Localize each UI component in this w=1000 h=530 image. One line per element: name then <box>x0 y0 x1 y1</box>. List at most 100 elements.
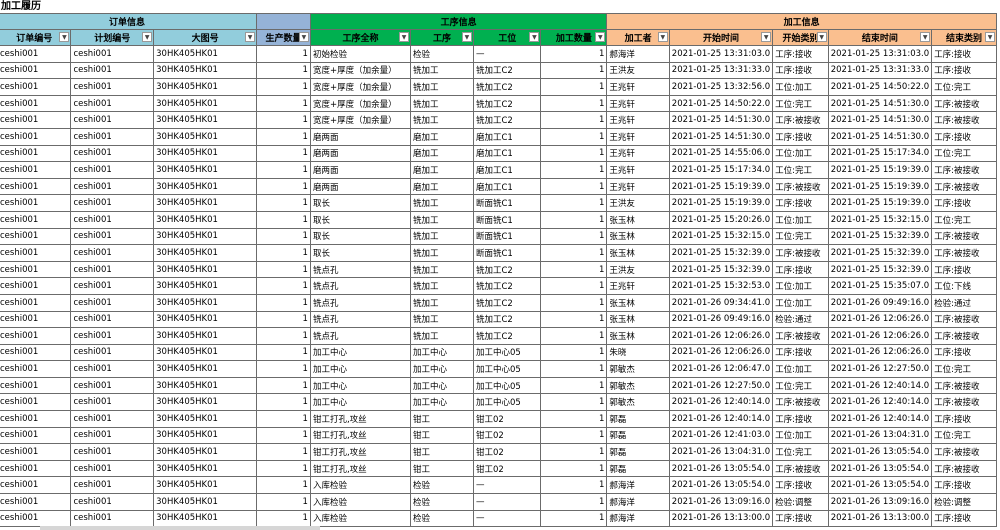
cell[interactable]: 1 <box>540 459 608 478</box>
cell[interactable]: ceshi001 <box>70 127 155 146</box>
cell[interactable]: 1 <box>540 493 608 511</box>
cell[interactable]: 铣加工 <box>410 227 474 246</box>
cell[interactable]: ceshi001 <box>0 459 72 478</box>
cell[interactable]: 2021-01-26 12:06:47.0 <box>668 360 774 378</box>
cell[interactable]: 1 <box>256 210 311 229</box>
cell[interactable]: 2021-01-25 15:17:34.0 <box>668 161 774 179</box>
cell[interactable]: 钳工 <box>410 459 474 478</box>
cell[interactable]: 2021-01-26 13:05:54.0 <box>668 459 774 478</box>
cell[interactable]: 30HK405HK01 <box>153 327 258 345</box>
cell[interactable]: ceshi001 <box>0 376 72 395</box>
cell[interactable]: 1 <box>540 327 608 345</box>
cell[interactable]: 30HK405HK01 <box>153 459 258 478</box>
cell[interactable]: 工序:接收 <box>931 127 997 146</box>
cell[interactable]: ceshi001 <box>70 476 155 495</box>
cell[interactable]: 铣加工 <box>410 310 474 329</box>
cell[interactable]: 2021-01-26 13:05:54.0 <box>827 443 933 461</box>
cell[interactable]: 宽度+厚度（加余量） <box>309 78 412 96</box>
cell[interactable]: 工位:加工 <box>772 277 829 295</box>
cell[interactable]: 铣加工 <box>410 244 474 262</box>
cell[interactable]: 1 <box>256 45 311 63</box>
cell[interactable]: 检验:通过 <box>931 293 997 312</box>
cell[interactable]: 1 <box>540 61 608 80</box>
cell[interactable]: 1 <box>540 260 608 279</box>
cell[interactable]: 郭磊 <box>606 426 670 445</box>
cell[interactable]: 工位:完工 <box>931 426 997 445</box>
filter-dropdown-icon[interactable]: ▼ <box>298 32 309 42</box>
cell[interactable]: 检验:调整 <box>931 493 997 511</box>
cell[interactable]: 2021-01-25 15:32:15.0 <box>668 227 774 246</box>
cell[interactable]: 工序:被接收 <box>772 111 829 129</box>
cell[interactable]: 钳工打孔,攻丝 <box>309 443 412 461</box>
cell[interactable]: 工序:接收 <box>772 61 829 80</box>
cell[interactable]: — <box>472 493 542 511</box>
cell[interactable]: 铣加工C2 <box>472 310 542 329</box>
cell[interactable]: 工位:加工 <box>772 78 829 96</box>
cell[interactable]: 工序:接收 <box>931 61 997 80</box>
cell[interactable]: 1 <box>256 61 311 80</box>
cell[interactable]: 工序:接收 <box>931 476 997 495</box>
cell[interactable]: 铣加工C2 <box>472 293 542 312</box>
cell[interactable]: 工位:加工 <box>772 144 829 163</box>
cell[interactable]: 1 <box>256 94 311 113</box>
cell[interactable]: 2021-01-25 13:31:33.0 <box>827 61 933 80</box>
cell[interactable]: 工序:接收 <box>772 194 829 212</box>
cell[interactable]: 钳工打孔,攻丝 <box>309 459 412 478</box>
cell[interactable]: 工位:完工 <box>931 210 997 229</box>
cell[interactable]: 30HK405HK01 <box>153 78 258 96</box>
cell[interactable]: 工位:完工 <box>931 360 997 378</box>
cell[interactable]: ceshi001 <box>0 94 72 113</box>
cell[interactable]: ceshi001 <box>70 327 155 345</box>
cell[interactable]: 2021-01-25 14:51:30.0 <box>827 127 933 146</box>
cell[interactable]: 1 <box>540 360 608 378</box>
cell[interactable]: — <box>472 509 542 528</box>
cell[interactable]: ceshi001 <box>70 210 155 229</box>
cell[interactable]: 1 <box>256 260 311 279</box>
cell[interactable]: ceshi001 <box>70 161 155 179</box>
cell[interactable]: 铣点孔 <box>309 260 412 279</box>
cell[interactable]: 1 <box>256 310 311 329</box>
cell[interactable]: 2021-01-25 15:32:53.0 <box>668 277 774 295</box>
cell[interactable]: 30HK405HK01 <box>153 161 258 179</box>
cell[interactable]: 2021-01-25 15:19:39.0 <box>827 177 933 196</box>
cell[interactable]: 工序:被接收 <box>931 459 997 478</box>
cell[interactable]: 2021-01-25 15:20:26.0 <box>668 210 774 229</box>
cell[interactable]: 取长 <box>309 227 412 246</box>
cell[interactable]: 郭磊 <box>606 410 670 428</box>
cell[interactable]: 检验 <box>410 509 474 528</box>
cell[interactable]: ceshi001 <box>0 310 72 329</box>
cell[interactable]: 钳工打孔,攻丝 <box>309 410 412 428</box>
cell[interactable]: 2021-01-25 15:35:07.0 <box>827 277 933 295</box>
cell[interactable]: 工序:接收 <box>931 45 997 63</box>
cell[interactable]: ceshi001 <box>70 277 155 295</box>
cell[interactable]: ceshi001 <box>0 177 72 196</box>
cell[interactable]: 1 <box>540 94 608 113</box>
cell[interactable]: ceshi001 <box>0 393 72 412</box>
cell[interactable]: 2021-01-26 13:09:16.0 <box>668 493 774 511</box>
cell[interactable]: 铣加工 <box>410 61 474 80</box>
cell[interactable]: ceshi001 <box>70 493 155 511</box>
cell[interactable]: 工序:被接收 <box>772 244 829 262</box>
cell[interactable]: 1 <box>256 227 311 246</box>
cell[interactable]: 工位:完工 <box>931 144 997 163</box>
cell[interactable]: 张玉林 <box>606 293 670 312</box>
cell[interactable]: 钳工02 <box>472 426 542 445</box>
cell[interactable]: ceshi001 <box>0 410 72 428</box>
cell[interactable]: 王兆轩 <box>606 127 670 146</box>
cell[interactable]: 30HK405HK01 <box>153 376 258 395</box>
cell[interactable]: 2021-01-25 15:32:39.0 <box>827 227 933 246</box>
cell[interactable]: 磨两面 <box>309 144 412 163</box>
cell[interactable]: 30HK405HK01 <box>153 509 258 528</box>
cell[interactable]: 加工中心 <box>410 393 474 412</box>
cell[interactable]: 磨两面 <box>309 177 412 196</box>
cell[interactable]: 加工中心05 <box>472 393 542 412</box>
cell[interactable]: 1 <box>540 376 608 395</box>
cell[interactable]: 工序:接收 <box>772 343 829 362</box>
cell[interactable]: 工序:接收 <box>931 343 997 362</box>
cell[interactable]: 铣加工 <box>410 327 474 345</box>
cell[interactable]: 2021-01-25 15:32:39.0 <box>668 244 774 262</box>
cell[interactable]: 2021-01-26 12:06:26.0 <box>827 327 933 345</box>
cell[interactable]: 1 <box>256 78 311 96</box>
cell[interactable]: 2021-01-25 13:31:33.0 <box>668 61 774 80</box>
cell[interactable]: 钳工 <box>410 443 474 461</box>
